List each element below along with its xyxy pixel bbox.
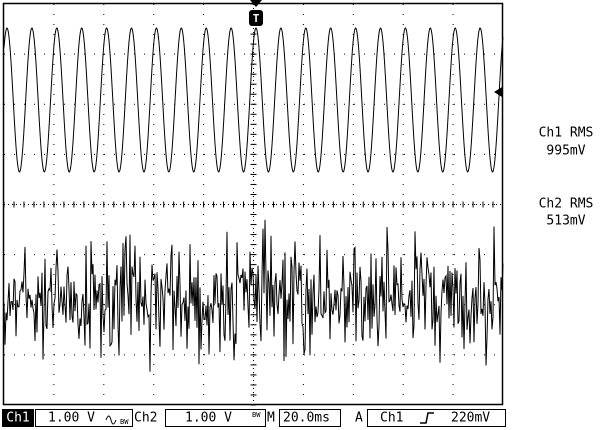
ch1-label-box	[2, 409, 34, 427]
graticule	[3, 3, 503, 406]
trigger-marker-box	[249, 10, 263, 26]
readout-label: Ch1 RMS	[539, 126, 594, 141]
trigger-level-arrow	[494, 87, 502, 97]
trigger-marker: T	[253, 12, 260, 25]
ch2-waveform	[3, 219, 504, 372]
timebase-box	[279, 409, 341, 427]
ch1-scale: 1.00 V	[48, 411, 95, 426]
trigger-source: Ch1	[380, 411, 403, 426]
coupling-icon	[105, 415, 117, 425]
bw-icon: BW	[120, 418, 129, 426]
trigger-position-arrow	[250, 0, 262, 7]
ch2-label: Ch2	[134, 411, 157, 426]
readout-value: 995mV	[546, 144, 585, 159]
trigger-box	[367, 409, 506, 427]
ch1-waveform	[3, 27, 504, 173]
ch1-scale-box	[35, 409, 133, 427]
readout-label: Ch2 RMS	[539, 197, 594, 212]
ch1-label: Ch1	[6, 411, 29, 426]
ch2-scale-box	[165, 409, 266, 427]
bw-icon: BW	[252, 411, 261, 419]
timebase-label: M	[267, 411, 275, 426]
trigger-level: 220mV	[451, 411, 490, 426]
trigger-slope-icon	[420, 412, 434, 424]
trigger-mode: A	[355, 411, 363, 426]
timebase: 20.0ms	[283, 411, 330, 426]
ch2-scale: 1.00 V	[185, 411, 232, 426]
status-bar: Ch1 1.00 V BW Ch2 1.00 V BW M 20.0ms A C…	[2, 409, 506, 427]
readout-value: 513mV	[546, 214, 585, 229]
